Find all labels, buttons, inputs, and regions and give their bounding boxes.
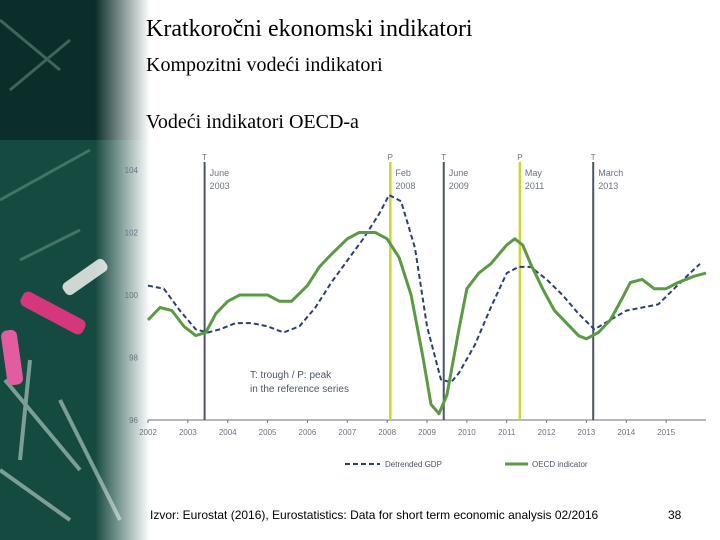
chalkboard-background [0,0,150,540]
legend-gdp-label: Detrended GDP [385,460,442,469]
marker-month-label: May [525,168,543,178]
leading-indicators-chart: TJune2003PFeb2008TJune2009PMay2011TMarch… [125,153,707,469]
marker-year-label: 2009 [449,181,469,191]
x-tick-label: 2008 [378,428,396,437]
y-tick-label: 104 [125,166,139,175]
marker-type-label: P [388,153,393,162]
slide-title: Kratkoročni ekonomski indikatori [146,16,473,42]
y-tick-label: 98 [129,354,138,363]
marker-month-label: Feb [395,168,411,178]
page-number: 38 [668,508,682,522]
chart-legend: Detrended GDP OECD indicator [345,460,588,469]
x-tick-label: 2007 [338,428,356,437]
x-tick-label: 2011 [498,428,516,437]
series-lines [146,194,707,416]
y-tick-label: 102 [125,229,139,238]
chart-container: T June 2003 P Feb 2008 T June 2009 P May 2011 T March… [110,150,710,480]
marker-month-label: June [210,168,230,178]
y-tick-label: 96 [129,416,138,425]
series-gdp-line [147,194,701,384]
legend-oecd-label: OECD indicator [532,460,588,469]
annotation: T: trough / P: peak in the reference ser… [250,370,349,395]
x-tick-label: 2015 [657,428,675,437]
marker-type-label: T [441,153,446,162]
marker-year-label: 2013 [598,181,618,191]
x-tick-label: 2005 [259,428,277,437]
x-tick-label: 2010 [458,428,476,437]
source-note: Izvor: Eurostat (2016), Eurostatistics: … [150,508,599,522]
chart-heading: Vodeći indikatori OECD-a [146,111,359,133]
marker-year-label: 2003 [210,181,230,191]
x-tick-label: 2014 [617,428,635,437]
slide-subtitle: Kompozitni vodeći indikatori [146,54,383,76]
series-oecd-line [146,231,707,416]
marker-type-label: T [202,153,207,162]
marker-month-label: March [598,168,623,178]
cycle-markers: TJune2003PFeb2008TJune2009PMay2011TMarch… [202,153,623,420]
x-tick-label: 2002 [139,428,157,437]
x-tick-label: 2012 [538,428,556,437]
x-tick-label: 2003 [179,428,197,437]
x-tick-label: 2009 [418,428,436,437]
y-tick-label: 100 [125,291,139,300]
marker-year-label: 2011 [525,181,544,191]
x-tick-label: 2006 [299,428,317,437]
marker-type-label: T [591,153,596,162]
x-tick-label: 2013 [578,428,596,437]
marker-year-label: 2008 [395,181,415,191]
marker-month-label: June [449,168,469,178]
annotation-line-2: in the reference series [250,384,349,395]
marker-type-label: P [517,153,522,162]
annotation-line-1: T: trough / P: peak [250,370,332,381]
x-tick-label: 2004 [219,428,237,437]
